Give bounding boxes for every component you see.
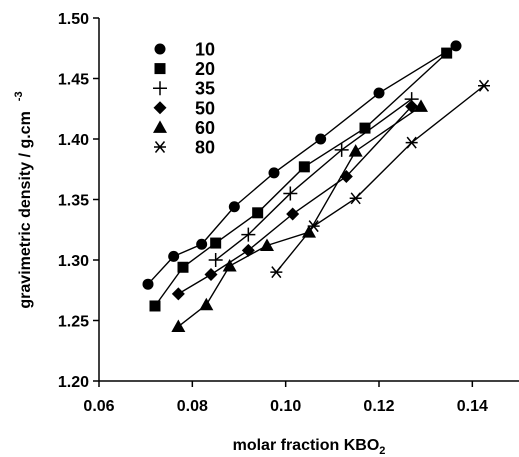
x-tick-label: 0.08 — [177, 398, 208, 415]
data-point-10 — [450, 40, 462, 52]
data-point-80 — [405, 136, 418, 149]
data-point-20 — [177, 261, 189, 273]
legend-marker-20 — [154, 63, 166, 75]
legend-label-20: 20 — [195, 59, 215, 79]
data-point-60 — [171, 319, 186, 333]
data-point-60 — [348, 144, 363, 157]
data-point-50 — [405, 99, 419, 113]
data-point-80 — [478, 79, 490, 92]
y-tick-label: 1.45 — [58, 72, 89, 89]
legend-label-60: 60 — [195, 118, 215, 138]
legend-marker-10 — [154, 43, 166, 55]
legend-marker-60 — [153, 120, 167, 133]
x-axis-label: molar fraction KBO2 — [233, 437, 386, 457]
data-point-10 — [373, 87, 385, 99]
data-point-10 — [268, 167, 280, 179]
data-point-50 — [286, 207, 300, 221]
data-point-20 — [298, 161, 310, 173]
data-point-20 — [441, 47, 453, 59]
data-point-50 — [339, 170, 353, 184]
data-point-60 — [260, 238, 274, 251]
y-tick-label: 1.35 — [58, 193, 89, 210]
data-point-20 — [252, 207, 264, 219]
data-point-10 — [228, 201, 240, 213]
legend-marker-50 — [153, 101, 167, 115]
legend-marker-80 — [154, 141, 166, 153]
data-point-35 — [283, 186, 298, 201]
y-axis-label: gravimetric density / g.cm-3 — [13, 91, 34, 308]
data-point-10 — [142, 278, 154, 290]
y-tick-label: 1.25 — [58, 314, 89, 331]
series-line-50 — [177, 105, 413, 295]
data-point-50 — [171, 287, 185, 301]
y-tick-label: 1.40 — [58, 132, 89, 149]
legend-label-80: 80 — [195, 138, 215, 158]
data-point-20 — [359, 122, 371, 134]
data-point-80 — [349, 192, 362, 205]
data-point-35 — [334, 142, 349, 157]
y-tick-label: 1.20 — [58, 374, 89, 391]
y-axis-ticks: 1.20 1.25 1.30 1.35 1.40 1.45 1.50 — [58, 11, 99, 391]
legend-label-10: 10 — [195, 40, 215, 60]
y-tick-label: 1.50 — [58, 11, 89, 28]
data-point-60 — [199, 297, 214, 311]
x-tick-label: 0.14 — [457, 398, 488, 415]
legend-label-35: 35 — [195, 79, 215, 99]
x-tick-label: 0.06 — [83, 398, 114, 415]
data-point-20 — [210, 237, 222, 249]
data-point-60 — [414, 99, 428, 112]
data-point-80 — [307, 220, 320, 233]
x-tick-label: 0.12 — [363, 398, 394, 415]
data-point-10 — [168, 250, 180, 262]
data-point-80 — [270, 266, 283, 279]
legend-label-50: 50 — [195, 98, 215, 118]
data-point-10 — [196, 238, 208, 250]
data-point-35 — [241, 227, 256, 242]
data-point-50 — [241, 243, 255, 257]
data-point-35 — [208, 253, 223, 267]
series-markers — [142, 40, 490, 333]
data-point-20 — [149, 300, 161, 312]
data-point-60 — [222, 259, 237, 272]
y-tick-label: 1.30 — [58, 253, 89, 270]
data-point-10 — [315, 133, 327, 145]
x-tick-label: 0.10 — [270, 398, 301, 415]
x-axis-ticks: 0.06 0.08 0.10 0.12 0.14 — [83, 381, 488, 415]
data-point-50 — [204, 268, 218, 282]
legend-marker-35 — [153, 81, 167, 96]
